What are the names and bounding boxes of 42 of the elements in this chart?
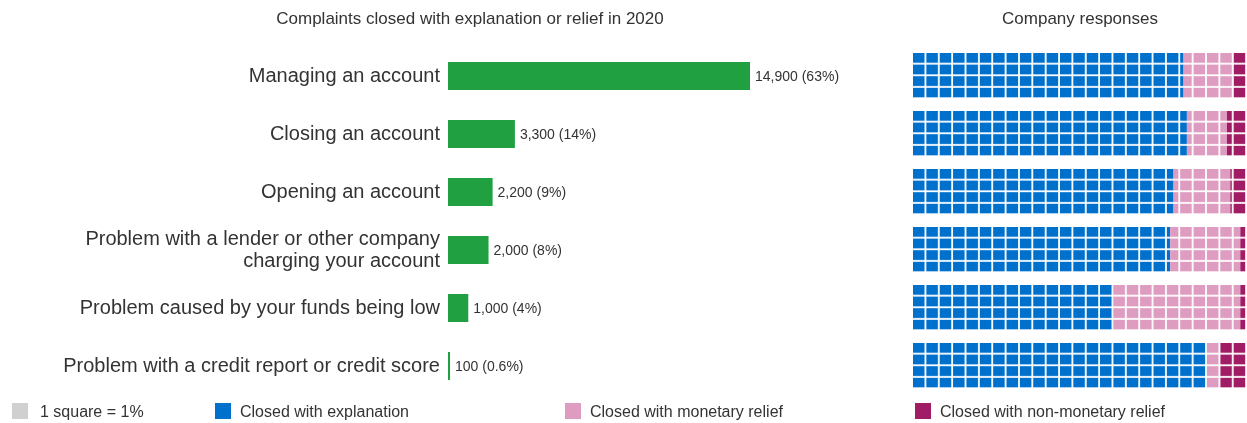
chart-title: Complaints closed with explanation or relief in 2020 <box>276 9 664 28</box>
bar <box>1233 53 1247 98</box>
bar <box>448 120 515 148</box>
bar <box>1226 111 1247 156</box>
y-tick-label: Opening an account <box>260 180 441 202</box>
bar <box>913 343 1207 388</box>
bar <box>1186 111 1227 156</box>
bar <box>1206 343 1221 388</box>
bar <box>913 285 1114 330</box>
data-label: 1,000 (4%) <box>473 300 542 316</box>
bar <box>1220 343 1247 388</box>
bar <box>1183 53 1234 98</box>
bar <box>448 294 469 322</box>
data-label: 14,900 (63%) <box>755 68 840 84</box>
bar <box>913 169 1174 214</box>
text: 1 square = 1% <box>40 403 144 420</box>
data-label: 100 (0.6%) <box>455 358 524 374</box>
bar <box>1230 169 1247 214</box>
legend-label: Closed with monetary relief <box>590 403 784 420</box>
bar <box>1170 227 1241 272</box>
y-tick-label: Problem caused by your funds being low <box>79 296 441 318</box>
chart-title: Company responses <box>1002 9 1158 28</box>
bar <box>913 111 1187 156</box>
bar <box>448 236 489 264</box>
legend-label: Closed with non-monetary relief <box>940 403 1166 420</box>
bar <box>913 53 1184 98</box>
bar <box>913 227 1171 272</box>
y-tick-label: Problem with a lender or other company charging your account <box>85 227 441 271</box>
bar <box>1240 227 1247 272</box>
data-label: 3,300 (14%) <box>519 126 597 142</box>
bar <box>1113 285 1241 330</box>
bar <box>1240 285 1247 330</box>
bar <box>448 62 750 90</box>
bar <box>448 178 493 206</box>
y-tick-label: Closing an account <box>269 122 441 144</box>
y-tick-label: Managing an account <box>248 64 441 86</box>
data-label: 2,000 (8%) <box>493 242 563 258</box>
bar <box>1173 169 1231 214</box>
bar <box>448 352 451 380</box>
legend-label: Closed with explanation <box>240 403 409 420</box>
data-label: 2,200 (9%) <box>497 184 567 200</box>
y-tick-label: Problem with a credit report or credit score <box>63 354 440 376</box>
